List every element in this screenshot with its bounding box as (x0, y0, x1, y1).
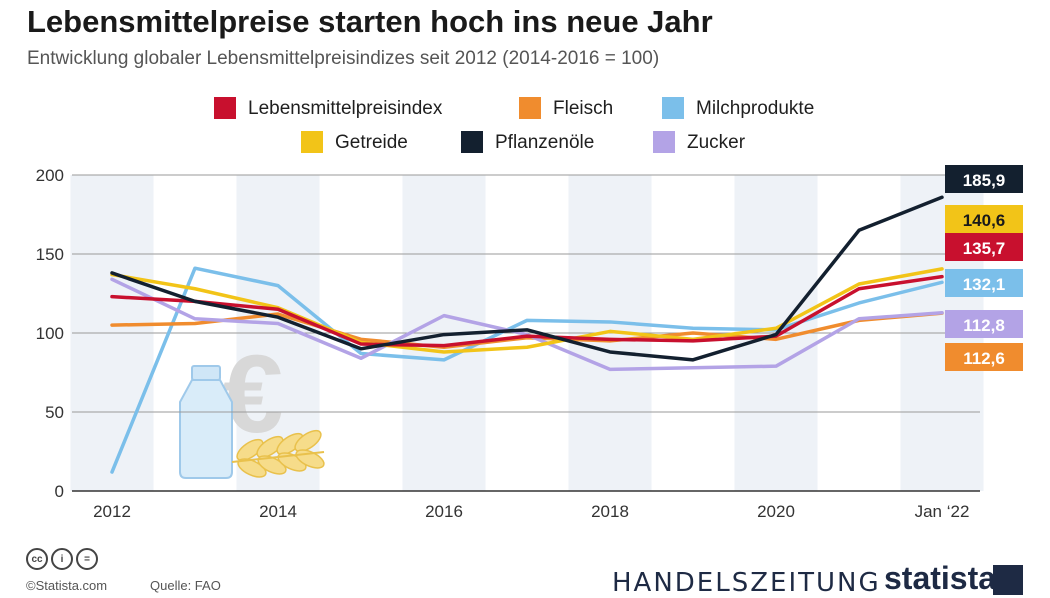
end-label: 132,1 (963, 275, 1006, 294)
statista-icon (993, 565, 1023, 595)
end-value-labels: 185,9 140,6 135,7 132,1 112,8 112,6 (945, 165, 1023, 371)
x-tick-label: 2016 (425, 502, 463, 521)
x-axis: 2012 2014 2016 2018 2020 Jan ‘22 (93, 502, 969, 521)
x-tick-label: 2014 (259, 502, 297, 521)
illustration-milk-bottle-and-wheat: € (179, 333, 325, 479)
end-label: 140,6 (963, 211, 1006, 230)
end-label: 112,6 (963, 349, 1005, 368)
end-label-box (945, 233, 1023, 261)
bottle-neck (191, 365, 221, 381)
series-line (110, 267, 944, 354)
cc-icon: cc (26, 548, 48, 570)
legend-swatch (519, 97, 541, 119)
series-line (110, 274, 944, 348)
x-tick-label: Jan ‘22 (915, 502, 970, 521)
y-tick-label: 50 (45, 403, 64, 422)
legend-swatch (301, 131, 323, 153)
statista-logo: statista (884, 560, 997, 596)
legend-label: Pflanzenöle (495, 132, 594, 153)
series-lines (110, 195, 944, 474)
end-label: 185,9 (963, 171, 1006, 190)
legend: Lebensmittelpreisindex Fleisch Milchproduk… (214, 97, 814, 153)
y-axis: 0 50 100 150 200 (36, 166, 64, 501)
milk-bottle-icon (179, 379, 233, 479)
end-label-box (945, 269, 1023, 297)
y-tick-label: 0 (55, 482, 64, 501)
legend-label: Lebensmittelpreisindex (248, 98, 443, 119)
source: Quelle: FAO (150, 578, 221, 593)
chart-subtitle: Entwicklung globaler Lebensmittelpreisin… (27, 48, 660, 69)
end-label-box (945, 343, 1023, 371)
end-label-box (945, 205, 1023, 233)
wheat-icon (231, 429, 325, 478)
person-icon: i (51, 548, 73, 570)
legend-label: Zucker (687, 132, 746, 153)
end-label-box (945, 310, 1023, 338)
end-label: 135,7 (963, 239, 1006, 258)
legend-label: Getreide (335, 132, 408, 153)
x-tick-label: 2020 (757, 502, 795, 521)
legend-label: Fleisch (553, 98, 613, 119)
equals-icon: = (76, 548, 98, 570)
legend-swatch (461, 131, 483, 153)
x-tick-label: 2012 (93, 502, 131, 521)
x-tick-label: 2018 (591, 502, 629, 521)
legend-swatch (662, 97, 684, 119)
legend-label: Milchprodukte (696, 98, 814, 119)
series-line (110, 195, 944, 362)
chart-title: Lebensmittelpreise starten hoch ins neue… (27, 4, 713, 39)
legend-swatch (653, 131, 675, 153)
legend-swatch (214, 97, 236, 119)
y-tick-label: 200 (36, 166, 64, 185)
end-label: 112,8 (963, 316, 1005, 335)
end-label-box (945, 165, 1023, 193)
copyright: ©Statista.com (26, 578, 108, 593)
y-tick-label: 100 (36, 324, 64, 343)
y-tick-label: 150 (36, 245, 64, 264)
license-icons: cc i = (26, 548, 98, 570)
publisher-logo: HANDELSZEITUNG (612, 568, 881, 598)
